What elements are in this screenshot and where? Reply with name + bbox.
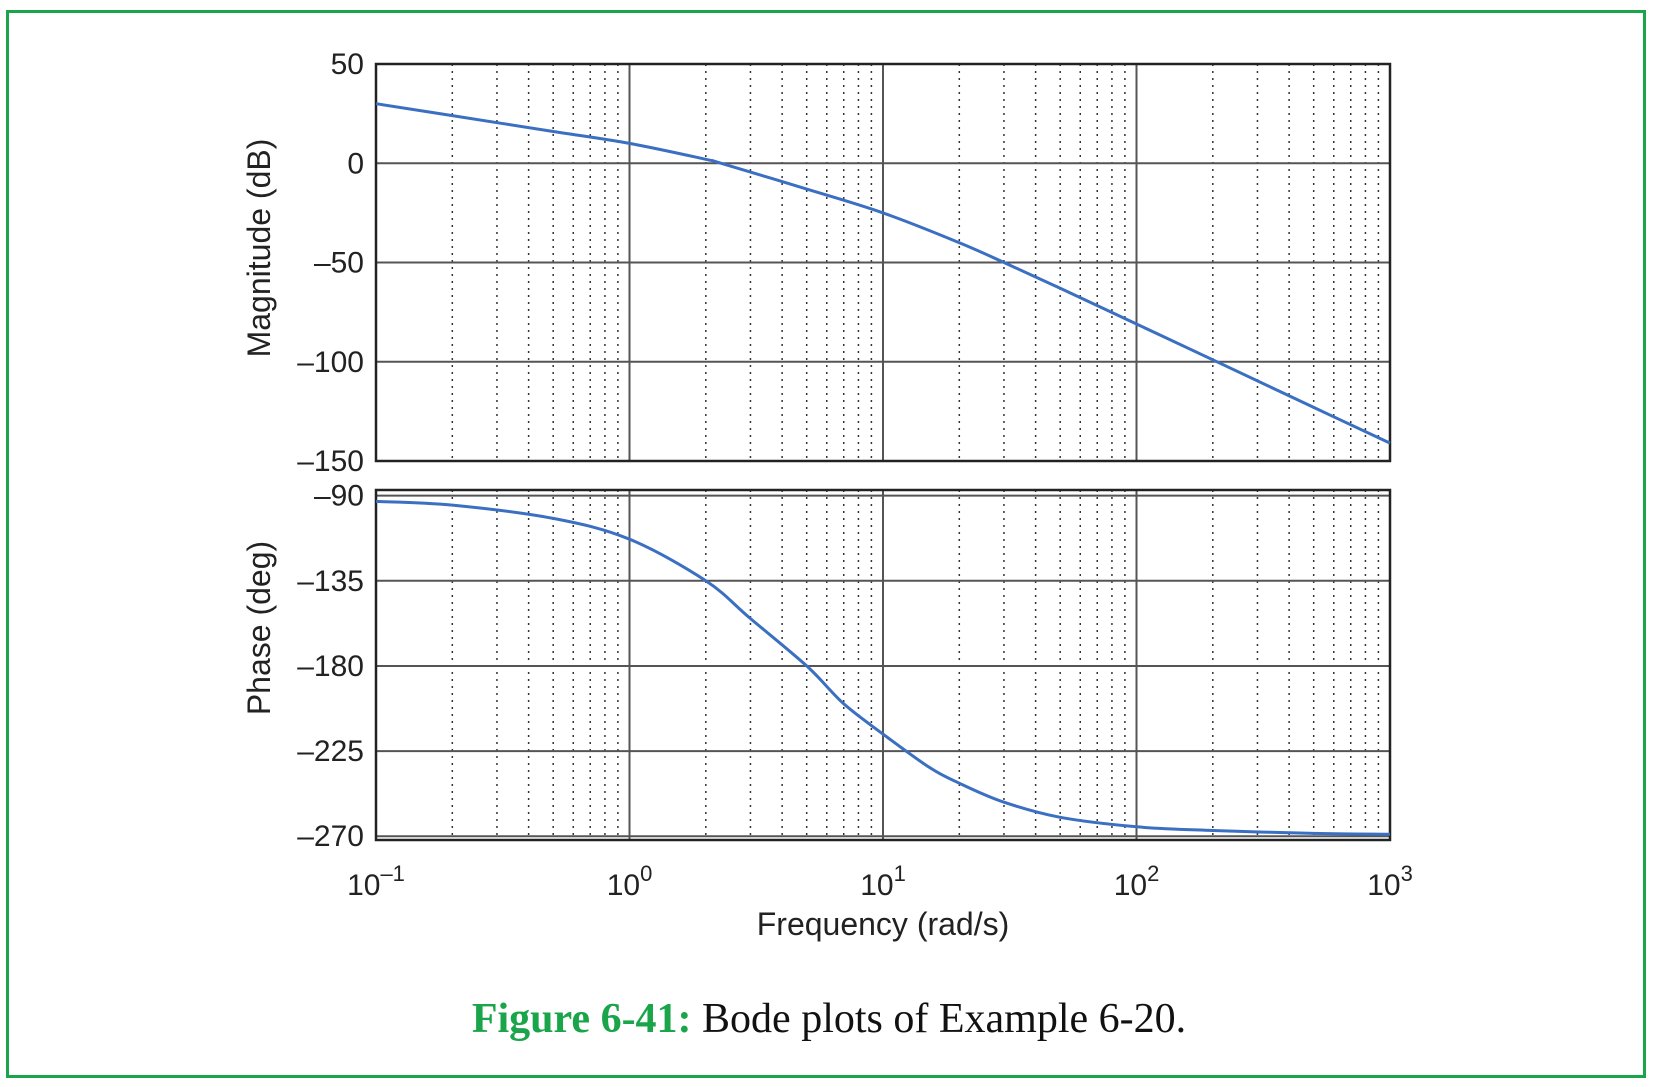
phase-series-line xyxy=(375,499,1391,836)
xtick-label: 103 xyxy=(1367,861,1413,902)
mag-ytick-label: –100 xyxy=(297,346,364,379)
caption-label: Figure 6-41: xyxy=(471,996,692,1042)
phase-axes-box xyxy=(374,488,1392,842)
mag-series-line xyxy=(375,102,1391,445)
xtick-label: 102 xyxy=(1114,861,1160,902)
caption-text: Bode plots of Example 6-20. xyxy=(691,996,1187,1042)
mag-ytick-label: –150 xyxy=(297,445,364,478)
phase-ytick-label: –135 xyxy=(297,565,364,598)
xtick-label: 100 xyxy=(607,861,653,902)
phase-ylabel: Phase (deg) xyxy=(241,541,277,715)
xtick-label: 10–1 xyxy=(347,861,405,902)
phase-ytick-label: –270 xyxy=(297,820,364,853)
mag-ytick-label: 50 xyxy=(331,48,364,81)
xtick-label: 101 xyxy=(860,861,906,902)
figure-frame xyxy=(6,10,1646,1078)
mag-axes-box xyxy=(374,62,1392,463)
magnitude-ylabel: Magnitude (dB) xyxy=(241,139,277,358)
figure-caption: Figure 6-41: Bode plots of Example 6-20. xyxy=(0,995,1658,1043)
phase-ytick-label: –180 xyxy=(297,650,364,683)
phase-ytick-label: –90 xyxy=(314,480,364,513)
mag-ytick-label: 0 xyxy=(347,147,364,180)
magnitude-panel: 50 0 –50 –100 –150 xyxy=(297,48,1392,478)
mag-ytick-label: –50 xyxy=(314,247,364,280)
phase-panel: –90 –135 –180 –225 –270 10–1 100 101 102 103 xyxy=(297,480,1413,902)
phase-ytick-label: –225 xyxy=(297,735,364,768)
frequency-xlabel: Frequency (rad/s) xyxy=(757,906,1010,942)
